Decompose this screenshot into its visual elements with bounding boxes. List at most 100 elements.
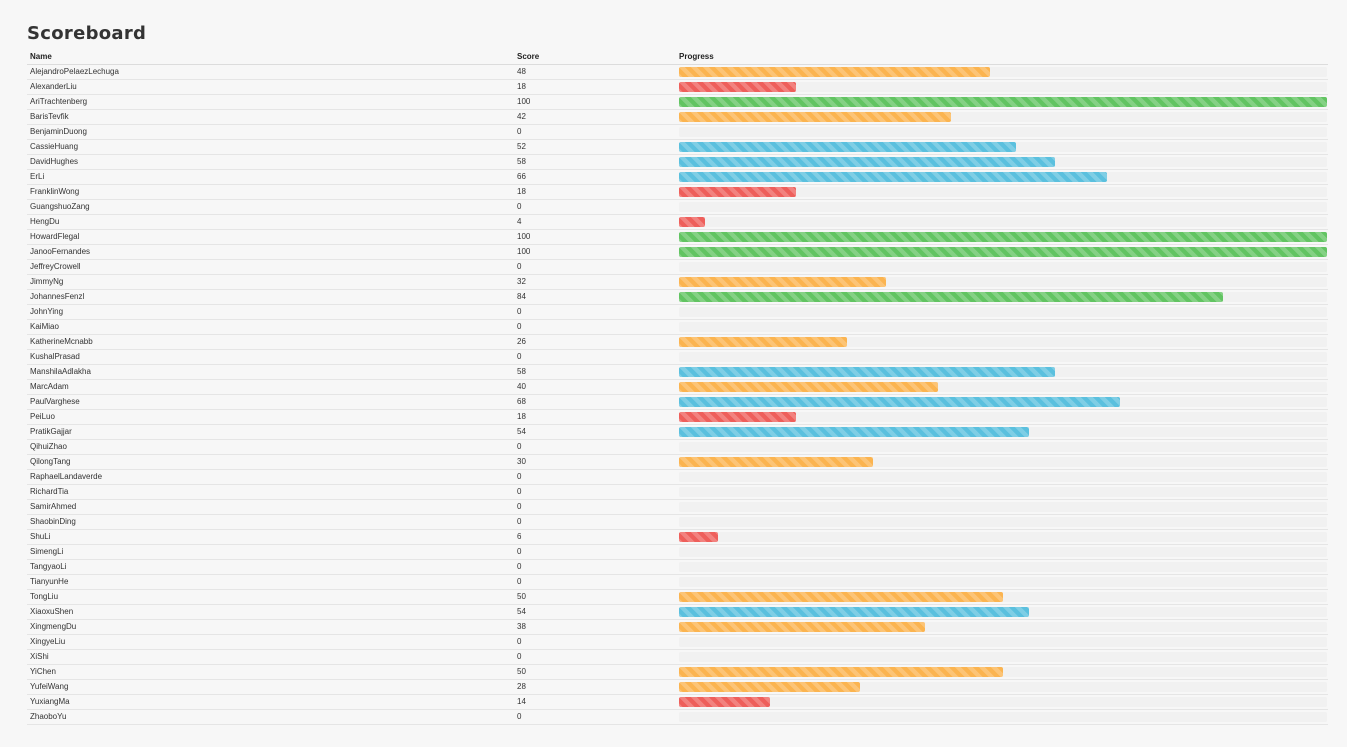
player-score: 54 [517, 607, 526, 616]
progress-track [679, 232, 1327, 242]
player-score: 42 [517, 112, 526, 121]
table-row: TongLiu 50 [27, 590, 1328, 605]
player-score: 26 [517, 337, 526, 346]
progress-track [679, 562, 1327, 572]
table-row: KushalPrasad 0 [27, 350, 1328, 365]
table-row: QilongTang 30 [27, 455, 1328, 470]
progress-track [679, 577, 1327, 587]
progress-track [679, 217, 1327, 227]
progress-bar [679, 82, 796, 92]
player-score: 0 [517, 652, 522, 661]
progress-bar [679, 97, 1327, 107]
progress-track [679, 622, 1327, 632]
progress-track [679, 277, 1327, 287]
player-name: XiaoxuShen [30, 607, 74, 616]
table-row: TianyunHe 0 [27, 575, 1328, 590]
progress-bar [679, 532, 718, 542]
player-name: JimmyNg [30, 277, 64, 286]
table-row: YiChen 50 [27, 665, 1328, 680]
player-score: 14 [517, 697, 526, 706]
progress-bar [679, 292, 1224, 302]
progress-track [679, 502, 1327, 512]
progress-bar [679, 67, 991, 77]
table-row: DavidHughes 58 [27, 155, 1328, 170]
player-score: 18 [517, 412, 526, 421]
progress-track [679, 457, 1327, 467]
progress-bar [679, 112, 952, 122]
table-row: PratikGajjar 54 [27, 425, 1328, 440]
table-row: JohnYing 0 [27, 305, 1328, 320]
player-score: 48 [517, 67, 526, 76]
progress-track [679, 637, 1327, 647]
player-name: ErLi [30, 172, 45, 181]
player-score: 0 [517, 262, 522, 271]
progress-track [679, 652, 1327, 662]
player-score: 0 [517, 487, 522, 496]
player-name: XiShi [30, 652, 49, 661]
table-row: ShaobinDing 0 [27, 515, 1328, 530]
table-row: BarisTevfik 42 [27, 110, 1328, 125]
player-name: PaulVarghese [30, 397, 80, 406]
progress-track [679, 97, 1327, 107]
table-row: AlejandroPelaezLechuga 48 [27, 65, 1328, 80]
scoreboard-table: Name Score Progress AlejandroPelaezLechu… [27, 50, 1328, 725]
player-score: 0 [517, 517, 522, 526]
progress-track [679, 367, 1327, 377]
player-name: QihuiZhao [30, 442, 67, 451]
table-row: XiaoxuShen 54 [27, 605, 1328, 620]
player-name: KatherineMcnabb [30, 337, 93, 346]
page-title: Scoreboard [27, 23, 147, 44]
progress-bar [679, 667, 1003, 677]
player-score: 0 [517, 202, 522, 211]
progress-track [679, 712, 1327, 722]
progress-track [679, 532, 1327, 542]
table-row: CassieHuang 52 [27, 140, 1328, 155]
table-row: SimengLi 0 [27, 545, 1328, 560]
player-score: 0 [517, 637, 522, 646]
progress-track [679, 517, 1327, 527]
player-name: JeffreyCrowell [30, 262, 81, 271]
progress-track [679, 307, 1327, 317]
progress-track [679, 412, 1327, 422]
player-score: 50 [517, 667, 526, 676]
progress-bar [679, 277, 887, 287]
player-score: 0 [517, 577, 522, 586]
progress-track [679, 697, 1327, 707]
progress-track [679, 112, 1327, 122]
column-header-name: Name [30, 52, 52, 61]
player-score: 0 [517, 307, 522, 316]
player-score: 0 [517, 322, 522, 331]
progress-track [679, 442, 1327, 452]
progress-bar [679, 682, 861, 692]
progress-track [679, 172, 1327, 182]
table-row: GuangshuoZang 0 [27, 200, 1328, 215]
player-name: HowardFlegal [30, 232, 80, 241]
player-name: XingyeLiu [30, 637, 66, 646]
progress-track [679, 337, 1327, 347]
player-score: 68 [517, 397, 526, 406]
player-name: AlejandroPelaezLechuga [30, 67, 119, 76]
table-row: AlexanderLiu 18 [27, 80, 1328, 95]
player-score: 66 [517, 172, 526, 181]
progress-track [679, 547, 1327, 557]
player-name: GuangshuoZang [30, 202, 90, 211]
progress-bar [679, 157, 1055, 167]
progress-track [679, 397, 1327, 407]
player-score: 38 [517, 622, 526, 631]
player-name: TianyunHe [30, 577, 69, 586]
progress-bar [679, 412, 796, 422]
table-row: SamirAhmed 0 [27, 500, 1328, 515]
table-row: QihuiZhao 0 [27, 440, 1328, 455]
progress-track [679, 67, 1327, 77]
table-row: JimmyNg 32 [27, 275, 1328, 290]
progress-track [679, 382, 1327, 392]
table-row: XingmengDu 38 [27, 620, 1328, 635]
table-row: ManshilaAdlakha 58 [27, 365, 1328, 380]
player-score: 0 [517, 442, 522, 451]
player-name: RichardTia [30, 487, 69, 496]
progress-bar [679, 172, 1107, 182]
table-row: MarcAdam 40 [27, 380, 1328, 395]
table-row: PeiLuo 18 [27, 410, 1328, 425]
progress-bar [679, 217, 705, 227]
